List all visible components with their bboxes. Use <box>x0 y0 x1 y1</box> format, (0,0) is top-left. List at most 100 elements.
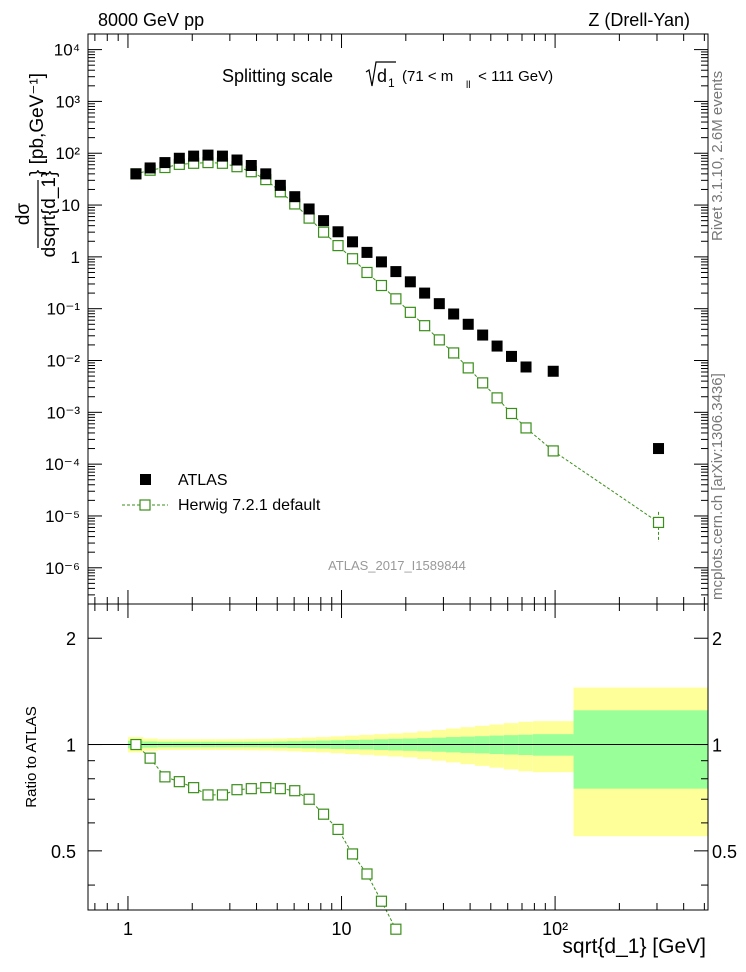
atlas-point <box>289 191 301 203</box>
y-tick-label: 10³ <box>55 92 80 111</box>
atlas-point <box>144 162 156 174</box>
herwig-point <box>491 392 503 404</box>
herwig-point <box>448 347 460 359</box>
atlas-point <box>202 149 214 161</box>
herwig-point <box>361 266 373 279</box>
atlas-point <box>462 318 474 330</box>
atlas-point <box>347 236 359 248</box>
x-axis-label: sqrt{d_1} [GeV] <box>562 935 706 958</box>
legend-herwig-label: Herwig 7.2.1 default <box>178 497 321 514</box>
title-sqrt-symbol: d <box>377 66 387 86</box>
atlas-point <box>303 203 315 215</box>
herwig-point <box>303 212 315 224</box>
ratio-y-tick-label: 0.5 <box>51 842 76 862</box>
atlas-point <box>477 329 489 341</box>
sqrt-sign <box>365 61 396 87</box>
ratio-herwig-point <box>274 783 286 795</box>
title-cut-sub: ll <box>466 80 470 91</box>
ratio-frame <box>87 603 709 911</box>
ylabel-unit: } [pb,GeV⁻¹] <box>27 73 48 176</box>
atlas-point <box>216 150 228 162</box>
atlas-point <box>231 154 243 166</box>
herwig-point <box>317 226 330 238</box>
main-title: Splitting scale d 1 (71 < m ll < 111 GeV… <box>222 61 553 91</box>
ratio-herwig-point <box>361 868 373 880</box>
atlas-point <box>361 246 373 258</box>
atlas-point <box>390 266 402 278</box>
main-ylabel: dσ dsqrt{d_1} } [pb,GeV⁻¹] <box>13 73 60 257</box>
atlas-point <box>653 443 665 455</box>
ratio-herwig-point <box>332 823 344 836</box>
x-tick-label: 10 <box>332 919 352 939</box>
atlas-point <box>419 287 431 299</box>
ratio-herwig-point <box>245 783 257 795</box>
herwig-point <box>462 362 474 374</box>
ratio-herwig-point <box>317 808 330 820</box>
ratio-herwig-point <box>231 784 243 796</box>
ratio-herwig-point <box>260 782 272 794</box>
ratio-herwig-point <box>202 789 214 801</box>
legend-atlas-label: ATLAS <box>178 472 228 489</box>
atlas-point <box>520 361 532 373</box>
herwig-point <box>505 407 518 420</box>
ratio-herwig-point <box>390 923 402 935</box>
ratio-axis-ticks: 1 10 10² 0.5 0.5 1 1 2 2 <box>51 604 737 939</box>
herwig-line <box>135 162 659 523</box>
atlas-point <box>245 159 257 171</box>
ratio-y-tick-label-right: 0.5 <box>712 842 737 862</box>
atlas-point <box>404 276 416 288</box>
title-sqrt-sub: 1 <box>388 76 395 90</box>
ratio-y-tick-label-right: 1 <box>712 736 722 756</box>
atlas-point <box>274 179 286 191</box>
y-tick-label: 10² <box>55 144 80 163</box>
legend-atlas-marker <box>140 474 151 485</box>
ratio-herwig-point <box>130 738 142 751</box>
atlas-point <box>173 152 185 164</box>
ratio-herwig-point <box>188 782 200 794</box>
x-tick-label: 10² <box>542 919 568 939</box>
y-tick-label: 10⁻⁶ <box>45 559 80 578</box>
ratio-y-tick-label: 2 <box>66 629 76 649</box>
atlas-point <box>159 157 171 169</box>
ratio-herwig-point <box>375 895 388 907</box>
main-frame <box>87 33 709 605</box>
y-tick-label: 10⁻¹ <box>46 300 80 319</box>
main-data-marks <box>130 149 665 542</box>
legend-herwig-marker <box>139 499 151 511</box>
ratio-herwig-point <box>216 789 229 801</box>
herwig-point <box>433 334 445 346</box>
y-tick-label: 10 <box>61 196 80 215</box>
main-panel: 10⁻⁶ 10⁻⁵ 10⁻⁴ 10⁻³ 10⁻² 10⁻¹ 1 10 10² 10³ 10⁴ Spl… <box>13 33 709 605</box>
herwig-point <box>477 377 489 389</box>
rivet-label: Rivet 3.1.10, 2.6M events <box>709 71 726 241</box>
herwig-point <box>547 445 559 457</box>
mcplots-label: mcplots.cern.ch [arXiv:1306.3436] <box>709 373 726 600</box>
atlas-point <box>547 365 559 377</box>
ratio-data-marks <box>130 738 402 935</box>
y-tick-label: 10⁻³ <box>46 403 80 422</box>
ratio-herwig-point <box>173 776 185 788</box>
atlas-point <box>188 150 200 162</box>
atlas-point <box>448 308 460 320</box>
y-tick-label: 10⁴ <box>54 41 80 60</box>
atlas-point <box>375 256 387 268</box>
atlas-point <box>491 340 503 352</box>
main-axis-ticks: 10⁻⁶ 10⁻⁵ 10⁻⁴ 10⁻³ 10⁻² 10⁻¹ 1 10 10² 10³ 10⁴ <box>45 33 708 605</box>
ratio-panel: 1 10 10² 0.5 0.5 1 1 2 2 Ratio to ATLAS <box>23 603 737 939</box>
header-left: 8000 GeV pp <box>98 10 204 30</box>
y-tick-label: 10⁻⁵ <box>45 507 80 526</box>
title-cut-post: < 111 GeV) <box>474 68 553 85</box>
ratio-herwig-point <box>144 752 156 764</box>
title-main: Splitting scale <box>222 66 333 86</box>
x-tick-label: 1 <box>123 919 133 939</box>
atlas-point <box>130 168 142 180</box>
ratio-y-tick-label: 1 <box>66 736 76 756</box>
y-tick-label: 10⁻⁴ <box>45 455 80 474</box>
ratio-y-tick-label-right: 2 <box>712 629 722 649</box>
herwig-point <box>332 240 344 252</box>
atlas-point <box>332 226 344 238</box>
legend: ATLAS Herwig 7.2.1 default <box>122 472 321 514</box>
herwig-point <box>652 516 665 529</box>
ylabel-numerator: dσ <box>13 203 34 226</box>
